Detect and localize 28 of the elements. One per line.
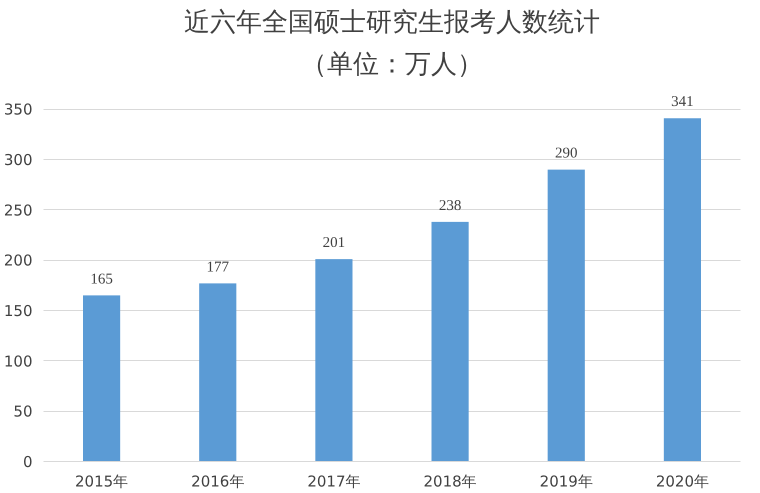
x-tick-label: 2016年 (191, 472, 244, 490)
data-label: 238 (438, 198, 462, 214)
chart-title: 近六年全国硕士研究生报考人数统计 (184, 8, 600, 38)
chart-subtitle: （单位：万人） (301, 50, 483, 80)
bar (548, 170, 585, 462)
y-tick-label: 0 (22, 453, 33, 471)
y-tick-label: 100 (4, 352, 33, 370)
x-tick-label: 2017年 (307, 472, 361, 490)
y-tick-label: 150 (4, 302, 33, 320)
bar (431, 222, 469, 462)
data-label: 341 (671, 94, 694, 110)
bar (664, 118, 702, 462)
data-label: 290 (555, 146, 578, 162)
data-label: 201 (322, 235, 346, 252)
data-label: 165 (90, 271, 113, 288)
bar (315, 259, 353, 462)
y-tick-label: 50 (13, 402, 33, 421)
y-tick-label: 350 (4, 100, 33, 119)
y-tick-label: 200 (4, 252, 33, 270)
bar (82, 295, 120, 462)
x-tick-label: 2020年 (656, 472, 710, 490)
y-tick-label: 300 (4, 150, 33, 169)
bar (199, 283, 236, 462)
x-tick-label: 2018年 (423, 472, 477, 490)
data-label: 177 (206, 259, 230, 276)
x-tick-label: 2015年 (74, 472, 128, 490)
x-tick-label: 2019年 (540, 472, 593, 490)
y-tick-label: 250 (4, 201, 33, 220)
